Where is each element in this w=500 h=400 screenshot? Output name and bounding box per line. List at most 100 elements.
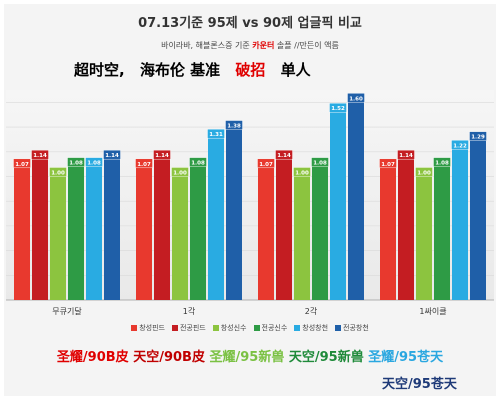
data-label: 1.14 — [277, 153, 291, 159]
data-label-bg — [433, 157, 451, 167]
legend-item: 전공신수 — [253, 323, 288, 333]
data-label: 1.38 — [227, 124, 241, 130]
data-label: 1.29 — [471, 135, 485, 141]
data-label: 1.00 — [173, 170, 187, 176]
data-label: 1.31 — [209, 132, 223, 138]
legend-label: 창성핀드 — [139, 324, 165, 332]
bar — [172, 176, 188, 300]
bar — [104, 159, 120, 300]
bottom-caption-item: 圣耀/95苍天 — [368, 350, 444, 365]
data-label-bg — [415, 167, 433, 177]
data-label-bg — [347, 93, 365, 103]
x-tick-label: 2각 — [305, 306, 318, 316]
data-label-bg — [397, 149, 415, 160]
headline-part-1: 超时空, — [74, 61, 125, 79]
data-label: 1.60 — [349, 96, 363, 102]
data-label-bg — [379, 158, 397, 169]
chart-legend: 창성핀드 전공핀드 창성신수 전공신수 창성창천 전공창천 — [0, 323, 500, 333]
data-label-bg — [189, 157, 207, 167]
data-label-bg — [451, 140, 469, 150]
data-label: 1.00 — [295, 170, 309, 176]
legend-label: 창성신수 — [220, 324, 247, 332]
bar — [452, 149, 468, 300]
bar — [470, 140, 486, 300]
chart-title: 07.13기준 95제 vs 90제 업글픽 비교 — [138, 16, 362, 31]
legend-swatch — [253, 325, 260, 331]
data-label-bg — [31, 149, 49, 160]
headline-part-4: 单人 — [280, 61, 311, 79]
legend-label: 전공핀드 — [179, 324, 206, 332]
bottom-caption-last: 天空/95苍天 — [382, 377, 457, 392]
legend-swatch — [294, 325, 301, 331]
data-label-bg — [293, 167, 311, 177]
bar — [86, 166, 102, 300]
data-label-bg — [311, 157, 329, 167]
bottom-caption-item: 圣耀/90B皮 — [56, 350, 134, 365]
data-label: 1.00 — [51, 170, 65, 176]
subtitle-text-before: 바이라바, 해블론스증 기준 — [161, 41, 253, 50]
data-label-bg — [135, 158, 153, 169]
data-label-bg — [329, 103, 347, 113]
data-label-bg — [207, 128, 225, 139]
data-label: 1.14 — [105, 153, 119, 159]
legend-item: 전공창천 — [335, 323, 369, 333]
bar — [208, 138, 224, 300]
bar — [154, 159, 170, 300]
chart-subtitle: 바이라바, 해블론스증 기준 카운터 솔플 //만든이 액름 — [0, 40, 500, 51]
legend-item: 창성신수 — [212, 323, 247, 333]
data-label-bg — [13, 158, 31, 169]
bar — [50, 176, 66, 300]
data-label: 1.07 — [259, 162, 273, 168]
legend-label: 창성창천 — [302, 324, 329, 332]
bar — [190, 166, 206, 300]
headline-caption: 超时空, 海布伦 基准 破招 单人 — [74, 59, 321, 80]
bar — [348, 102, 364, 301]
legend-swatch — [212, 325, 219, 331]
subtitle-text-after: 솔플 //만든이 액름 — [274, 41, 339, 50]
data-label: 1.14 — [399, 153, 413, 159]
data-label-bg — [257, 158, 275, 169]
bar — [32, 159, 48, 300]
data-label-bg — [153, 149, 171, 160]
data-label: 1.14 — [155, 153, 169, 159]
x-tick-label: 무큐기달 — [52, 307, 82, 316]
bar — [312, 166, 328, 300]
data-label-bg — [49, 167, 67, 177]
bar — [276, 159, 292, 300]
legend-label: 전공신수 — [261, 324, 288, 332]
bar — [398, 159, 414, 300]
data-label: 1.52 — [331, 106, 345, 112]
bar — [226, 129, 242, 300]
data-label: 1.00 — [417, 170, 431, 176]
legend-swatch — [171, 325, 178, 331]
legend-item: 창성핀드 — [131, 323, 165, 333]
bottom-caption-item: 天空/95新兽 — [288, 350, 369, 365]
x-tick-label: 1싸이클 — [419, 306, 446, 316]
data-label: 1.07 — [15, 162, 29, 168]
legend-swatch — [335, 325, 342, 331]
x-tick-label: 1각 — [183, 306, 196, 316]
bar — [14, 167, 30, 300]
data-label-bg — [225, 120, 243, 130]
data-label-bg — [275, 149, 293, 160]
data-label: 1.08 — [435, 161, 449, 167]
data-label: 1.14 — [33, 153, 47, 159]
bar — [294, 176, 310, 300]
data-label: 1.08 — [313, 161, 327, 167]
data-label: 1.07 — [137, 162, 151, 168]
legend-swatch — [131, 325, 138, 331]
data-label: 1.08 — [69, 161, 83, 167]
headline-part-2: 海布伦 基准 — [139, 61, 221, 79]
bar — [136, 167, 152, 300]
data-label-bg — [85, 157, 103, 167]
bar — [380, 167, 396, 300]
bar — [416, 176, 432, 300]
data-label: 1.22 — [453, 143, 467, 149]
legend-item: 창성창천 — [294, 323, 328, 333]
bar — [68, 166, 84, 300]
legend-label: 전공창천 — [343, 324, 369, 332]
data-label-bg — [469, 131, 487, 141]
bottom-caption-line: 圣耀/90B皮 天空/90B皮 圣耀/95新兽 天空/95新兽 圣耀/95苍天 — [0, 346, 500, 365]
bottom-caption-item: 圣耀/95新兽 — [209, 350, 289, 365]
